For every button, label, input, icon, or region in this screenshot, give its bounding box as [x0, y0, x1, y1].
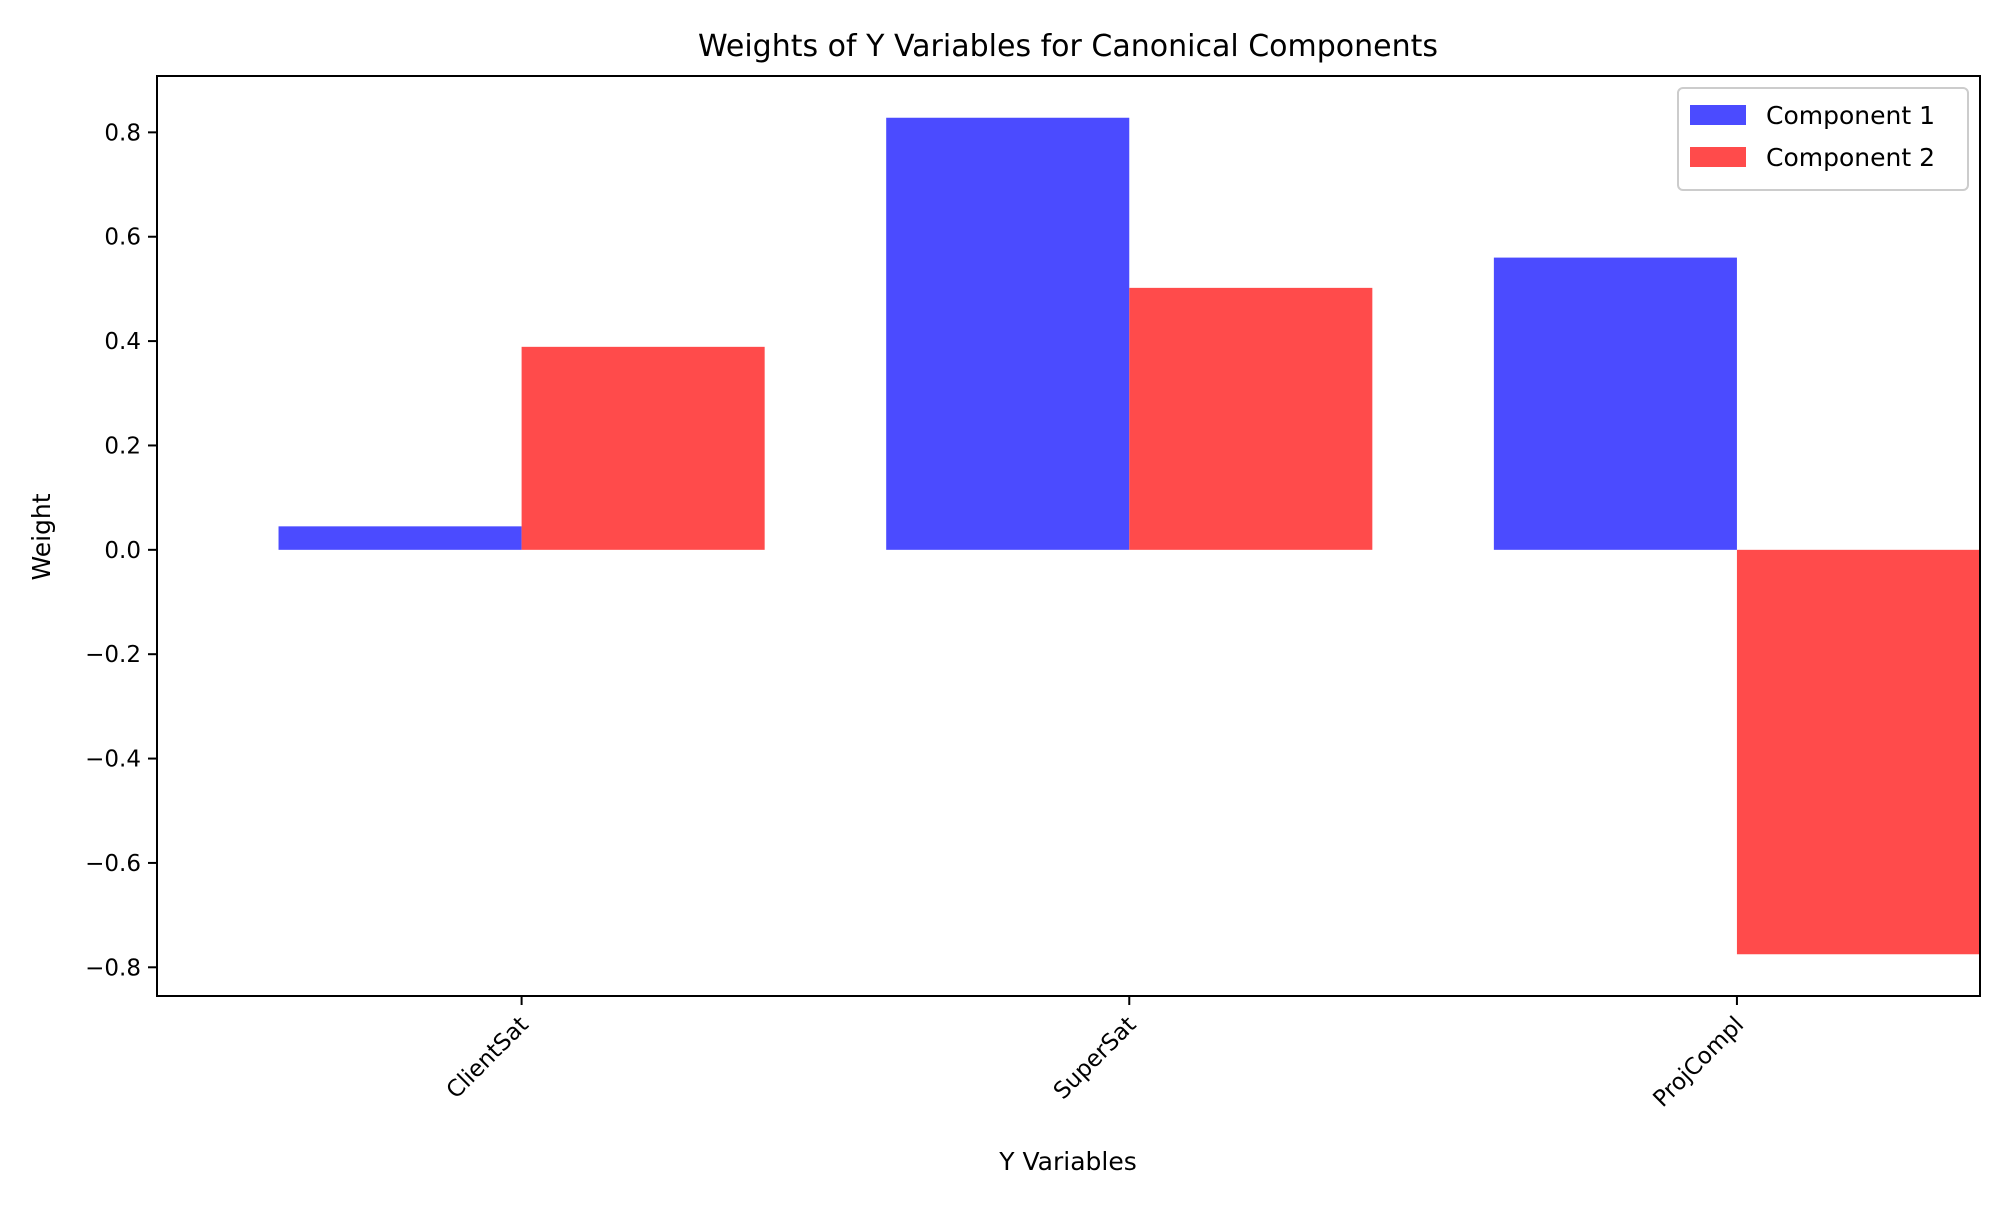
y-tick-label: 0.2	[104, 433, 141, 459]
legend-label-1: Component 1	[1766, 101, 1935, 130]
y-axis-label: Weight	[27, 493, 56, 580]
y-tick-label: 0.8	[104, 120, 141, 146]
x-axis-label: Y Variables	[998, 1147, 1136, 1176]
y-tick-label: −0.6	[85, 851, 141, 877]
bar-2-clientsat	[521, 346, 765, 550]
bar-2-projcompl	[1736, 549, 1980, 955]
bar-1-supersat	[886, 117, 1130, 550]
y-tick-label: −0.2	[85, 642, 141, 668]
plot-frame	[156, 75, 1981, 997]
legend-swatch-2	[1690, 147, 1746, 167]
chart-title: Weights of Y Variables for Canonical Com…	[698, 29, 1438, 64]
y-tick-label: −0.4	[85, 747, 141, 773]
bar-1-projcompl	[1493, 257, 1737, 550]
y-tick-label: −0.8	[85, 955, 141, 981]
bars-layer	[278, 117, 1980, 955]
legend-label-2: Component 2	[1766, 143, 1935, 172]
legend-swatch-1	[1690, 105, 1746, 125]
legend: Component 1 Component 2	[1677, 87, 1969, 191]
legend-box	[1677, 87, 1969, 191]
bar-2-supersat	[1129, 287, 1373, 550]
bar-1-clientsat	[278, 526, 522, 550]
y-tick-label: 0.4	[104, 329, 141, 355]
y-tick-label: 0.0	[104, 538, 141, 564]
y-tick-label: 0.6	[104, 225, 141, 251]
